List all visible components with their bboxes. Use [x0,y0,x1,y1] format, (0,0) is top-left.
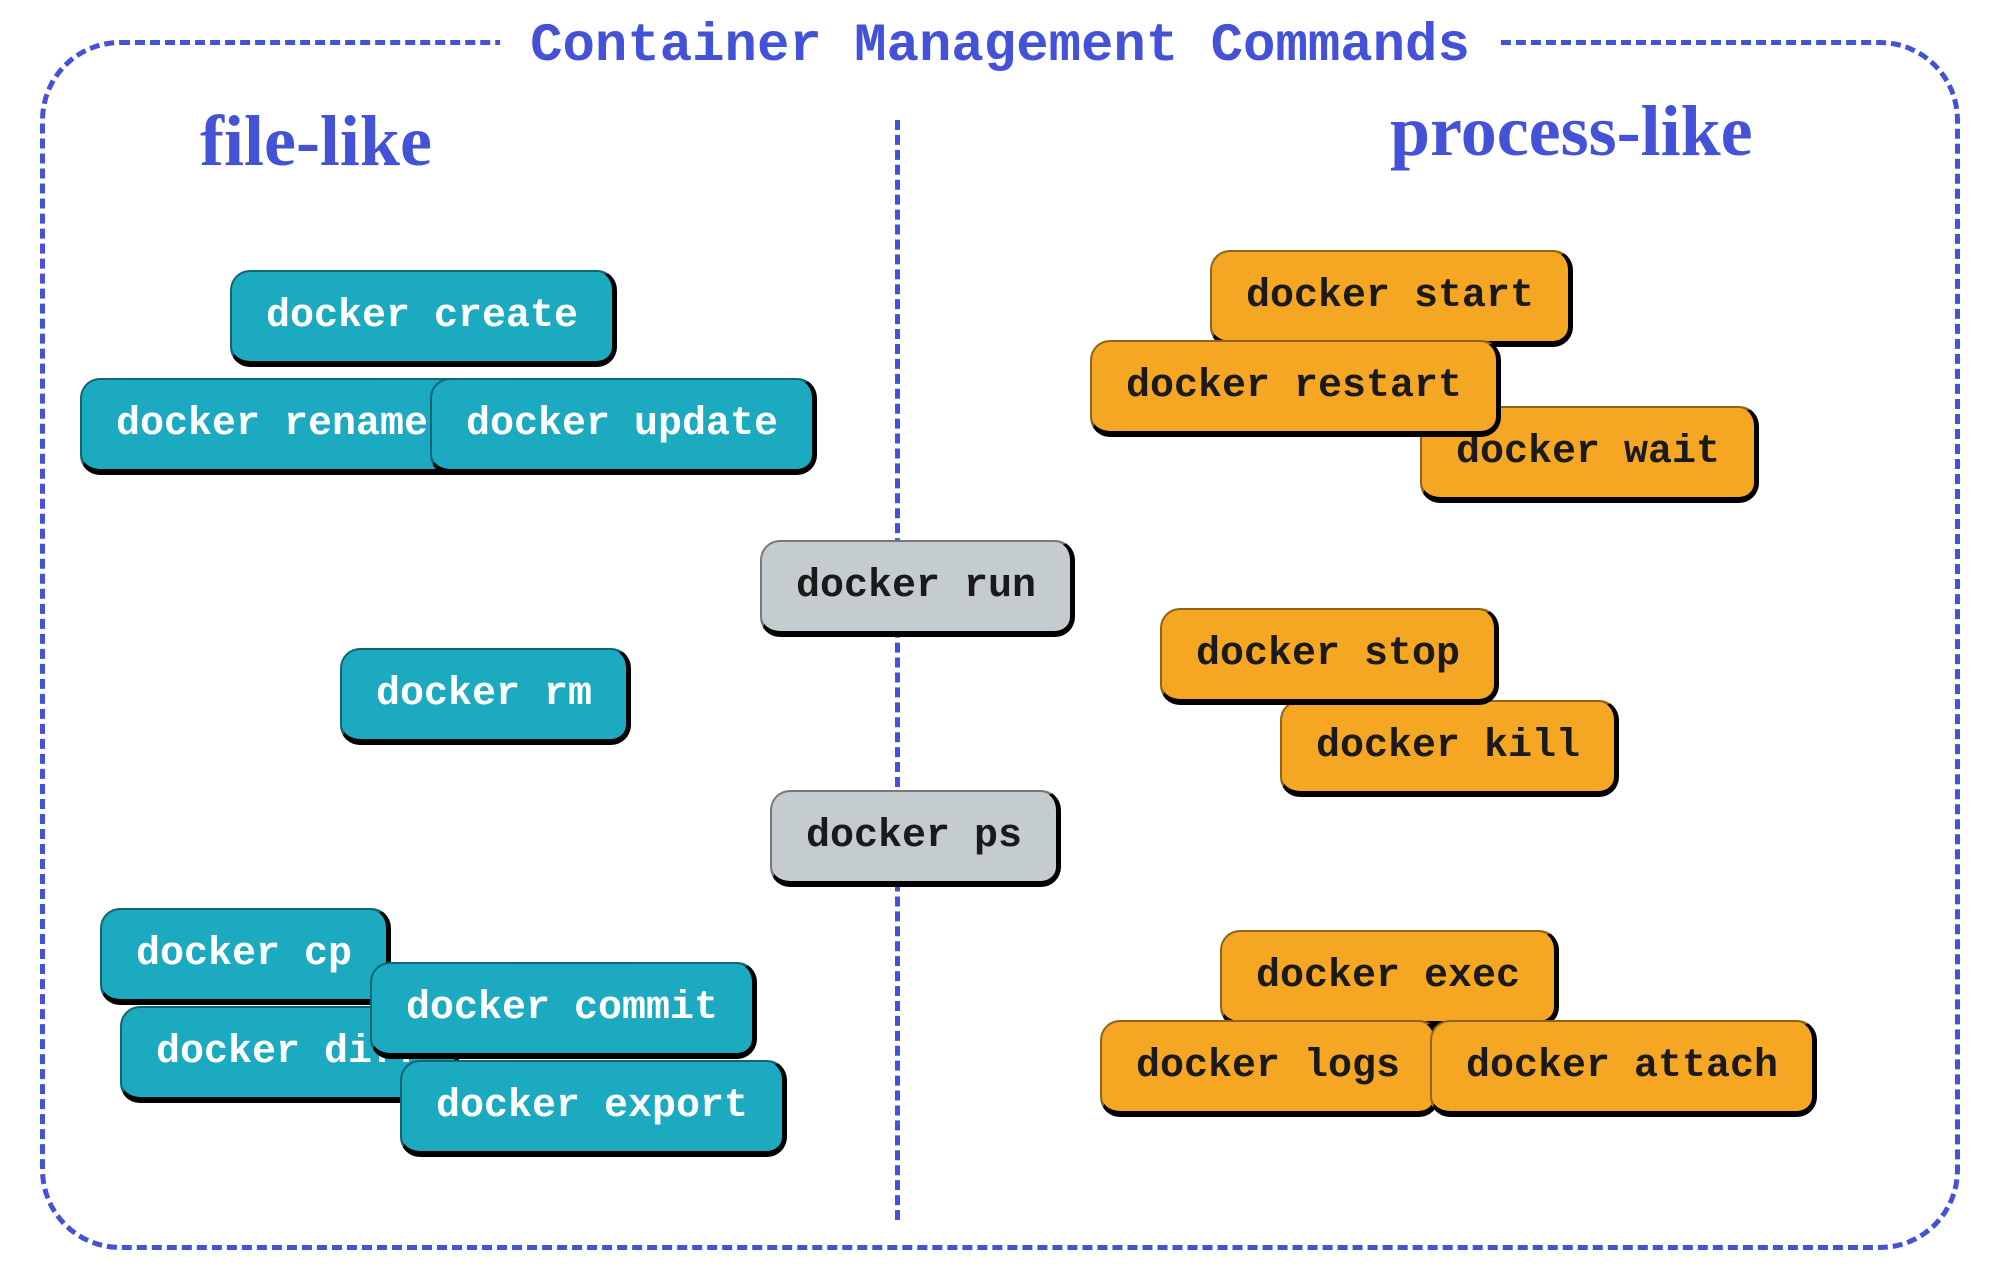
diagram-title: Container Management Commands [500,16,1500,77]
cmd-docker-exec: docker exec [1220,930,1559,1027]
cmd-docker-logs: docker logs [1100,1020,1439,1117]
cmd-docker-run: docker run [760,540,1075,637]
cmd-docker-stop: docker stop [1160,608,1499,705]
cmd-docker-attach: docker attach [1430,1020,1817,1117]
center-divider [895,120,900,1220]
cmd-docker-restart: docker restart [1090,340,1501,437]
section-label-file-like: file-like [200,100,432,183]
cmd-docker-rename: docker rename [80,378,467,475]
cmd-docker-update: docker update [430,378,817,475]
cmd-docker-start: docker start [1210,250,1573,347]
cmd-docker-rm: docker rm [340,648,631,745]
cmd-docker-ps: docker ps [770,790,1061,887]
section-label-process-like: process-like [1390,90,1753,173]
cmd-docker-cp: docker cp [100,908,391,1005]
cmd-docker-export: docker export [400,1060,787,1157]
cmd-docker-kill: docker kill [1280,700,1619,797]
cmd-docker-commit: docker commit [370,962,757,1059]
cmd-docker-create: docker create [230,270,617,367]
